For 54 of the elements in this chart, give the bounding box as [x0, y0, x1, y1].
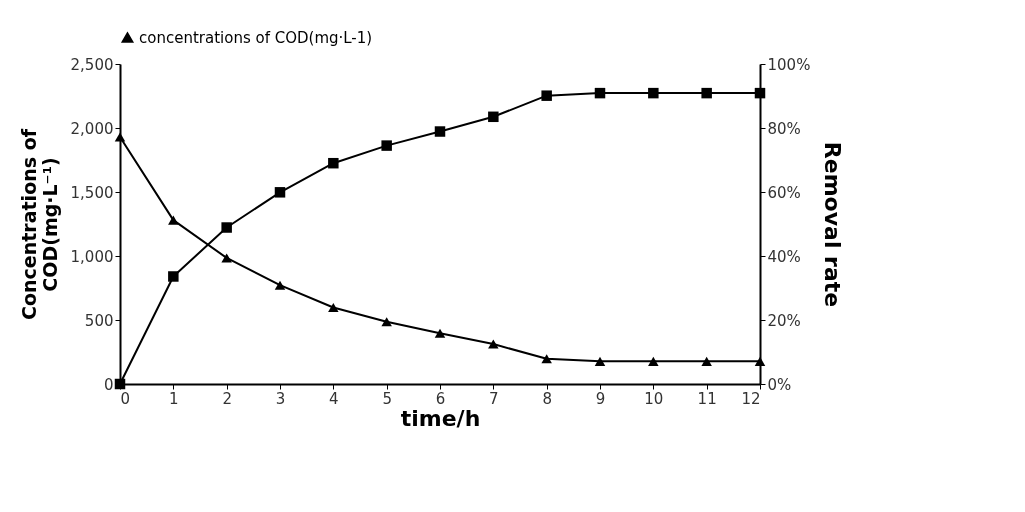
x-tick-label: 3 [275, 389, 286, 408]
point [381, 140, 392, 151]
x-tick-label: 8 [542, 389, 552, 408]
point [114, 132, 126, 142]
x-tick-label: 0 [120, 389, 131, 408]
point [754, 87, 766, 99]
x-tick-label: 10 [644, 389, 664, 408]
y2-tick-label: 80% [767, 119, 801, 138]
y-tick-label: 2,000 [70, 119, 114, 138]
x-axis-title: time/h [400, 405, 481, 431]
point [168, 271, 179, 282]
x-tick-label: 11 [697, 389, 717, 408]
y-tick-label: 2,500 [70, 55, 114, 74]
point [754, 356, 766, 366]
y-tick-label: 500 [84, 311, 114, 330]
point [648, 87, 659, 99]
point [434, 328, 446, 338]
y2-axis-title: Removal rate [820, 141, 846, 308]
y2-tick-label: 0% [767, 375, 792, 394]
x-tick-label: 7 [489, 389, 499, 408]
x-tick-label: 9 [595, 389, 606, 408]
point [274, 187, 286, 198]
x-tick-label: 12 [741, 389, 761, 408]
y2-tick-label: 60% [767, 183, 801, 202]
point [434, 126, 446, 137]
legend-label: concentrations of COD(mg·L-1) [139, 28, 373, 47]
point [221, 222, 232, 233]
point [168, 215, 179, 225]
point [488, 339, 499, 349]
y2-tick-label: 20% [767, 311, 801, 330]
point [274, 280, 286, 290]
point [541, 354, 552, 364]
point [114, 378, 126, 390]
y-axis-title: Concentrations of COD(mg·L⁻¹) [17, 128, 61, 320]
y-tick-label: 1,000 [70, 247, 114, 266]
y2-tick-label: 100% [767, 55, 811, 74]
point [541, 90, 552, 101]
x-tick-label: 6 [435, 389, 446, 408]
y2-tick-label: 40% [767, 247, 801, 266]
y-tick-label: 0 [103, 375, 114, 394]
point [594, 356, 606, 366]
point [328, 157, 339, 169]
point [648, 356, 659, 366]
point [701, 87, 712, 99]
y-tick-label: 1,500 [70, 183, 114, 202]
x-tick-label: 1 [169, 389, 179, 408]
x-tick-label: 5 [382, 389, 392, 408]
point [328, 302, 339, 312]
point [381, 317, 392, 327]
point [594, 87, 606, 99]
x-tick-label: 2 [222, 389, 232, 408]
point [701, 356, 712, 366]
x-tick-label: 4 [329, 389, 339, 408]
point [488, 111, 499, 123]
